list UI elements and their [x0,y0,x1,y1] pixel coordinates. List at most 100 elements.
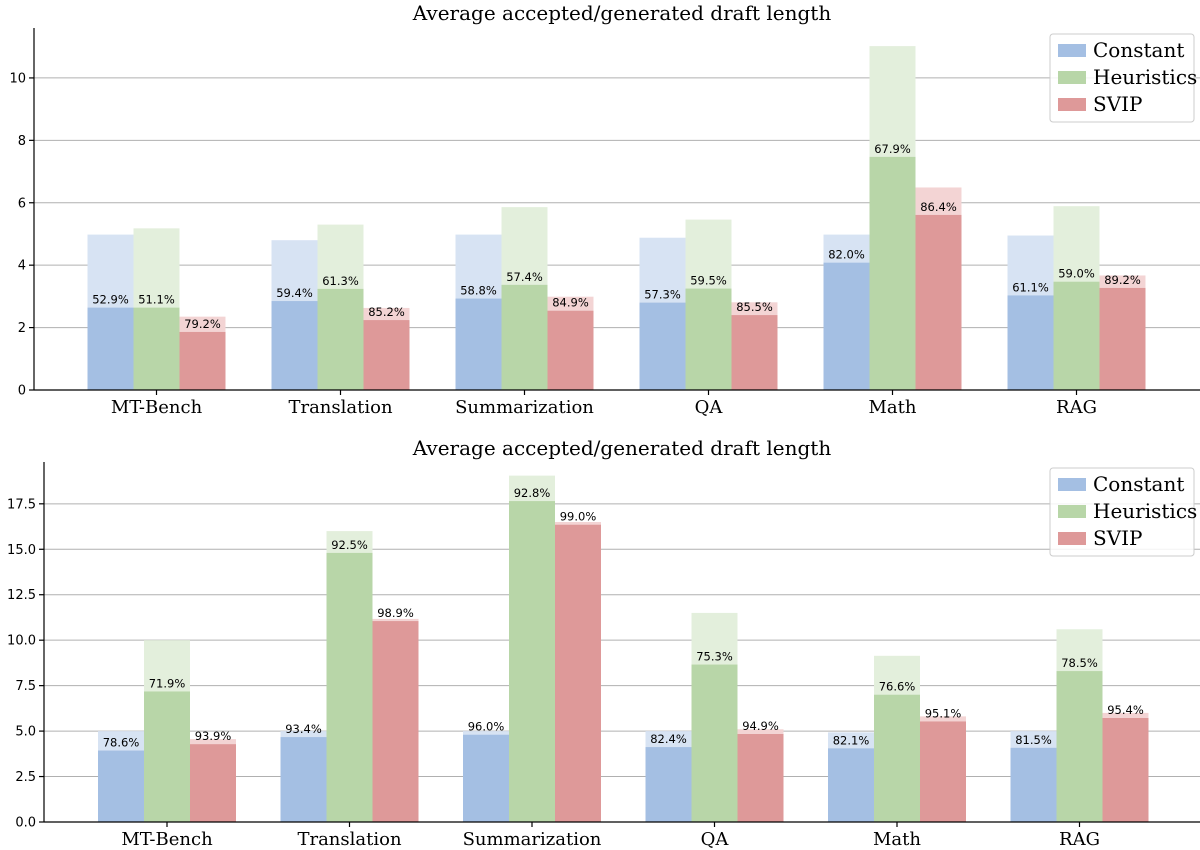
chart-title: Average accepted/generated draft length [412,1,832,25]
bar-accepted-svip [915,214,962,390]
y-tick-label: 10.0 [7,634,36,649]
bar-percent-label: 67.9% [874,142,911,156]
bar-percent-label: 79.2% [184,317,221,331]
bar-percent-label: 82.0% [828,248,865,262]
bar-accepted-heuristics [133,307,180,390]
bar-percent-label: 59.5% [690,274,727,288]
bar-percent-label: 61.1% [1012,280,1049,294]
bar-accepted-constant [828,748,874,822]
bar-percent-label: 94.9% [742,719,779,733]
bar-percent-label: 85.5% [736,300,773,314]
bar-accepted-svip [547,310,594,390]
y-tick-label: 15.0 [7,543,36,558]
bar-percent-label: 58.8% [460,284,497,298]
bar-percent-label: 57.3% [644,288,681,302]
x-category-label: QA [701,829,730,850]
x-category-label: Math [869,397,917,418]
bar-accepted-svip [737,734,784,822]
bar-percent-label: 57.4% [506,270,543,284]
bar-accepted-heuristics [874,694,920,822]
legend: Constant Heuristics SVIP [1049,33,1197,123]
bar-percent-label: 76.6% [879,680,916,694]
chart-bottom: Average accepted/generated draft length 0… [7,436,1200,850]
bar-percent-label: 85.2% [368,305,405,319]
bar-percent-label: 71.9% [149,676,186,690]
y-tick-label: 17.5 [7,497,36,512]
bar-accepted-heuristics [685,288,732,390]
legend-swatch-constant [1058,478,1086,491]
x-category-label: RAG [1056,397,1097,418]
bar-accepted-constant [455,298,502,390]
bar-percent-label: 99.0% [560,510,597,524]
bar-accepted-constant [271,301,318,390]
bar-percent-label: 96.0% [468,720,505,734]
bar-percent-label: 82.1% [833,733,870,747]
x-category-label: Translation [297,829,401,850]
legend-swatch-constant [1058,44,1086,57]
bar-accepted-svip [1099,287,1146,390]
bar-accepted-svip [920,721,966,822]
bar-percent-label: 81.5% [1015,733,1052,747]
bar-percent-label: 82.4% [650,732,687,746]
bar-percent-label: 51.1% [138,293,175,307]
y-tick-label: 2.5 [15,770,36,785]
legend-swatch-svip [1058,98,1086,111]
legend-label: Constant [1093,38,1184,62]
bar-percent-label: 95.1% [925,706,962,720]
y-tick-label: 6 [18,196,26,211]
bar-accepted-constant [463,734,509,822]
bar-accepted-heuristics [509,501,555,822]
bar-accepted-heuristics [326,552,373,822]
legend-swatch-svip [1058,532,1086,545]
chart-top: Average accepted/generated draft length 0… [9,1,1200,418]
bar-percent-label: 59.4% [276,286,313,300]
legend-label: Constant [1093,472,1184,496]
legend-label: SVIP [1093,92,1143,116]
bar-accepted-heuristics [1056,671,1103,822]
bar-accepted-heuristics [501,284,548,390]
legend-swatch-heuristics [1058,505,1086,518]
bar-accepted-constant [1010,747,1057,822]
legend-label: SVIP [1093,526,1143,550]
bar-accepted-svip [190,744,236,822]
bar-accepted-svip [731,315,778,390]
bar-accepted-svip [179,331,226,390]
bar-accepted-constant [98,750,144,822]
bar-accepted-heuristics [691,664,738,822]
chart-title: Average accepted/generated draft length [412,436,832,460]
bar-accepted-heuristics [869,156,916,390]
bar-percent-label: 59.0% [1058,267,1095,281]
y-tick-label: 5.0 [15,725,36,740]
bar-percent-label: 75.3% [696,650,733,664]
bar-accepted-constant [639,302,686,390]
y-tick-label: 4 [18,259,26,274]
bar-accepted-svip [1102,718,1149,822]
x-category-label: QA [695,397,724,418]
y-tick-label: 10 [9,71,26,86]
x-category-label: MT-Bench [111,397,203,418]
bar-accepted-constant [823,262,870,390]
bar-percent-label: 98.9% [377,606,414,620]
x-category-label: Summarization [463,829,602,850]
bar-percent-label: 52.9% [92,293,129,307]
bar-percent-label: 61.3% [322,274,359,288]
bar-percent-label: 93.9% [195,729,232,743]
bar-accepted-svip [372,621,419,822]
bar-percent-label: 78.5% [1061,656,1098,670]
bar-accepted-svip [555,524,601,822]
bar-percent-label: 86.4% [920,200,957,214]
legend: Constant Heuristics SVIP [1049,467,1197,557]
bar-percent-label: 84.9% [552,296,589,310]
bar-percent-label: 89.2% [1104,273,1141,287]
bar-accepted-constant [1007,295,1054,390]
x-category-label: MT-Bench [121,829,213,850]
bar-accepted-svip [363,320,410,390]
y-tick-label: 7.5 [15,679,36,694]
bar-accepted-heuristics [1053,281,1100,390]
y-tick-label: 8 [18,134,26,149]
bar-accepted-constant [280,737,327,822]
y-tick-label: 2 [18,321,26,336]
bar-accepted-constant [645,747,692,822]
x-category-label: Summarization [455,397,594,418]
